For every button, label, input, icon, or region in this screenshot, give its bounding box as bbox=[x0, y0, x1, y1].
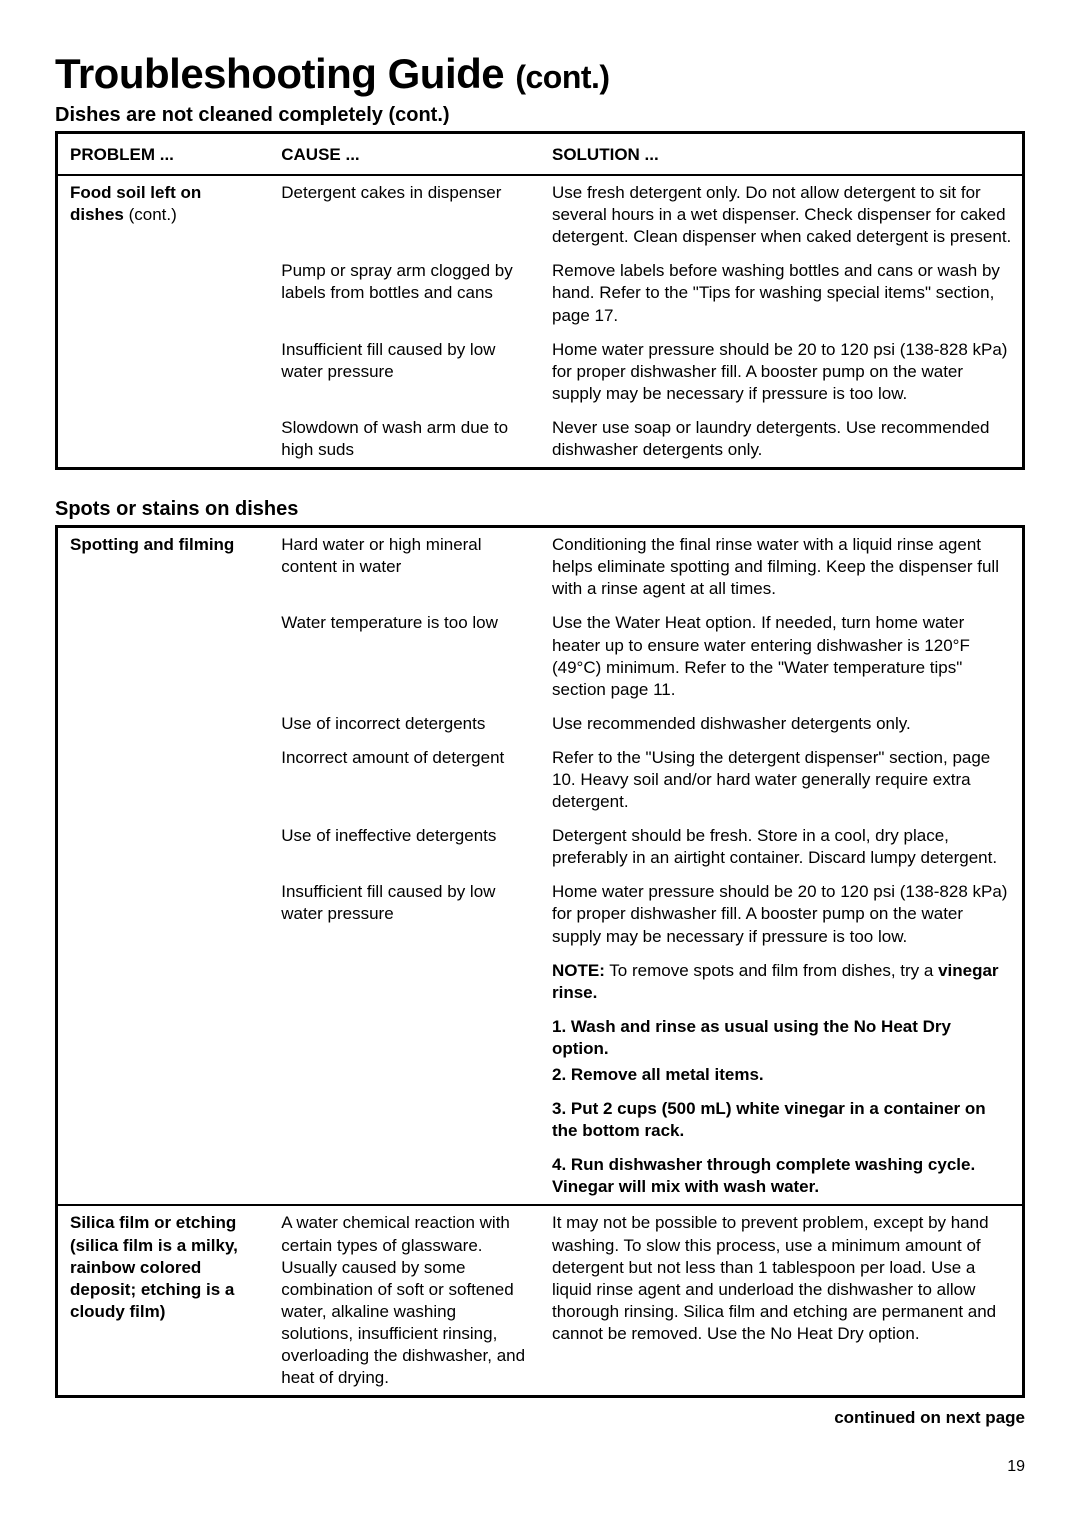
troubleshooting-table-2: Spotting and filming Hard water or high … bbox=[55, 525, 1025, 1398]
cause-cell: Water temperature is too low bbox=[269, 606, 540, 706]
cause-cell bbox=[269, 1010, 540, 1092]
solution-cell: Never use soap or laundry detergents. Us… bbox=[540, 411, 1024, 469]
header-solution: SOLUTION ... bbox=[540, 133, 1024, 176]
table-row: Food soil left on dishes (cont.) Deterge… bbox=[57, 175, 1024, 254]
solution-cell: Refer to the "Using the detergent dispen… bbox=[540, 741, 1024, 819]
cause-cell bbox=[269, 954, 540, 1010]
troubleshooting-table-1: PROBLEM ... CAUSE ... SOLUTION ... Food … bbox=[55, 131, 1025, 470]
cause-cell bbox=[269, 1148, 540, 1205]
continued-footer: continued on next page bbox=[55, 1408, 1025, 1428]
solution-cell: Home water pressure should be 20 to 120 … bbox=[540, 875, 1024, 953]
step-item: 1. Wash and rinse as usual using the No … bbox=[552, 1016, 1012, 1060]
solution-cell: It may not be possible to prevent proble… bbox=[540, 1205, 1024, 1396]
solution-cell: Use recommended dishwasher detergents on… bbox=[540, 707, 1024, 741]
cause-cell: A water chemical reaction with certain t… bbox=[269, 1205, 540, 1396]
table-row: Spotting and filming Hard water or high … bbox=[57, 527, 1024, 607]
cause-cell: Insufficient fill caused by low water pr… bbox=[269, 333, 540, 411]
solution-cell: 3. Put 2 cups (500 mL) white vinegar in … bbox=[540, 1092, 1024, 1148]
solution-cell: 1. Wash and rinse as usual using the No … bbox=[540, 1010, 1024, 1092]
subtitle: Dishes are not cleaned completely (cont.… bbox=[55, 104, 1025, 127]
header-problem: PROBLEM ... bbox=[57, 133, 270, 176]
step-item: 2. Remove all metal items. bbox=[552, 1064, 1012, 1086]
solution-cell: Use fresh detergent only. Do not allow d… bbox=[540, 175, 1024, 254]
note-text: To remove spots and film from dishes, tr… bbox=[605, 961, 938, 980]
page-title: Troubleshooting Guide (cont.) bbox=[55, 50, 1025, 98]
cause-cell: Hard water or high mineral content in wa… bbox=[269, 527, 540, 607]
table-row: Silica film or etching (silica film is a… bbox=[57, 1205, 1024, 1396]
problem-cell: Silica film or etching (silica film is a… bbox=[57, 1205, 270, 1396]
table-header-row: PROBLEM ... CAUSE ... SOLUTION ... bbox=[57, 133, 1024, 176]
cause-cell: Use of incorrect detergents bbox=[269, 707, 540, 741]
solution-cell: Home water pressure should be 20 to 120 … bbox=[540, 333, 1024, 411]
note-label: NOTE: bbox=[552, 961, 605, 980]
cause-cell: Incorrect amount of detergent bbox=[269, 741, 540, 819]
cause-cell bbox=[269, 1092, 540, 1148]
cause-cell: Insufficient fill caused by low water pr… bbox=[269, 875, 540, 953]
solution-cell: Detergent should be fresh. Store in a co… bbox=[540, 819, 1024, 875]
problem-cell: Food soil left on dishes (cont.) bbox=[57, 175, 270, 469]
section-title: Spots or stains on dishes bbox=[55, 498, 1025, 521]
cause-cell: Pump or spray arm clogged by labels from… bbox=[269, 254, 540, 332]
solution-cell: NOTE: To remove spots and film from dish… bbox=[540, 954, 1024, 1010]
solution-cell: 4. Run dishwasher through complete washi… bbox=[540, 1148, 1024, 1205]
cause-cell: Detergent cakes in dispenser bbox=[269, 175, 540, 254]
cause-cell: Slowdown of wash arm due to high suds bbox=[269, 411, 540, 469]
solution-cell: Conditioning the final rinse water with … bbox=[540, 527, 1024, 607]
page-number: 19 bbox=[55, 1458, 1025, 1476]
problem-cell: Spotting and filming bbox=[57, 527, 270, 1206]
title-main: Troubleshooting Guide bbox=[55, 50, 504, 97]
title-cont: (cont.) bbox=[515, 59, 609, 95]
problem-suffix: (cont.) bbox=[124, 205, 177, 224]
cause-cell: Use of ineffective detergents bbox=[269, 819, 540, 875]
solution-cell: Remove labels before washing bottles and… bbox=[540, 254, 1024, 332]
solution-cell: Use the Water Heat option. If needed, tu… bbox=[540, 606, 1024, 706]
header-cause: CAUSE ... bbox=[269, 133, 540, 176]
